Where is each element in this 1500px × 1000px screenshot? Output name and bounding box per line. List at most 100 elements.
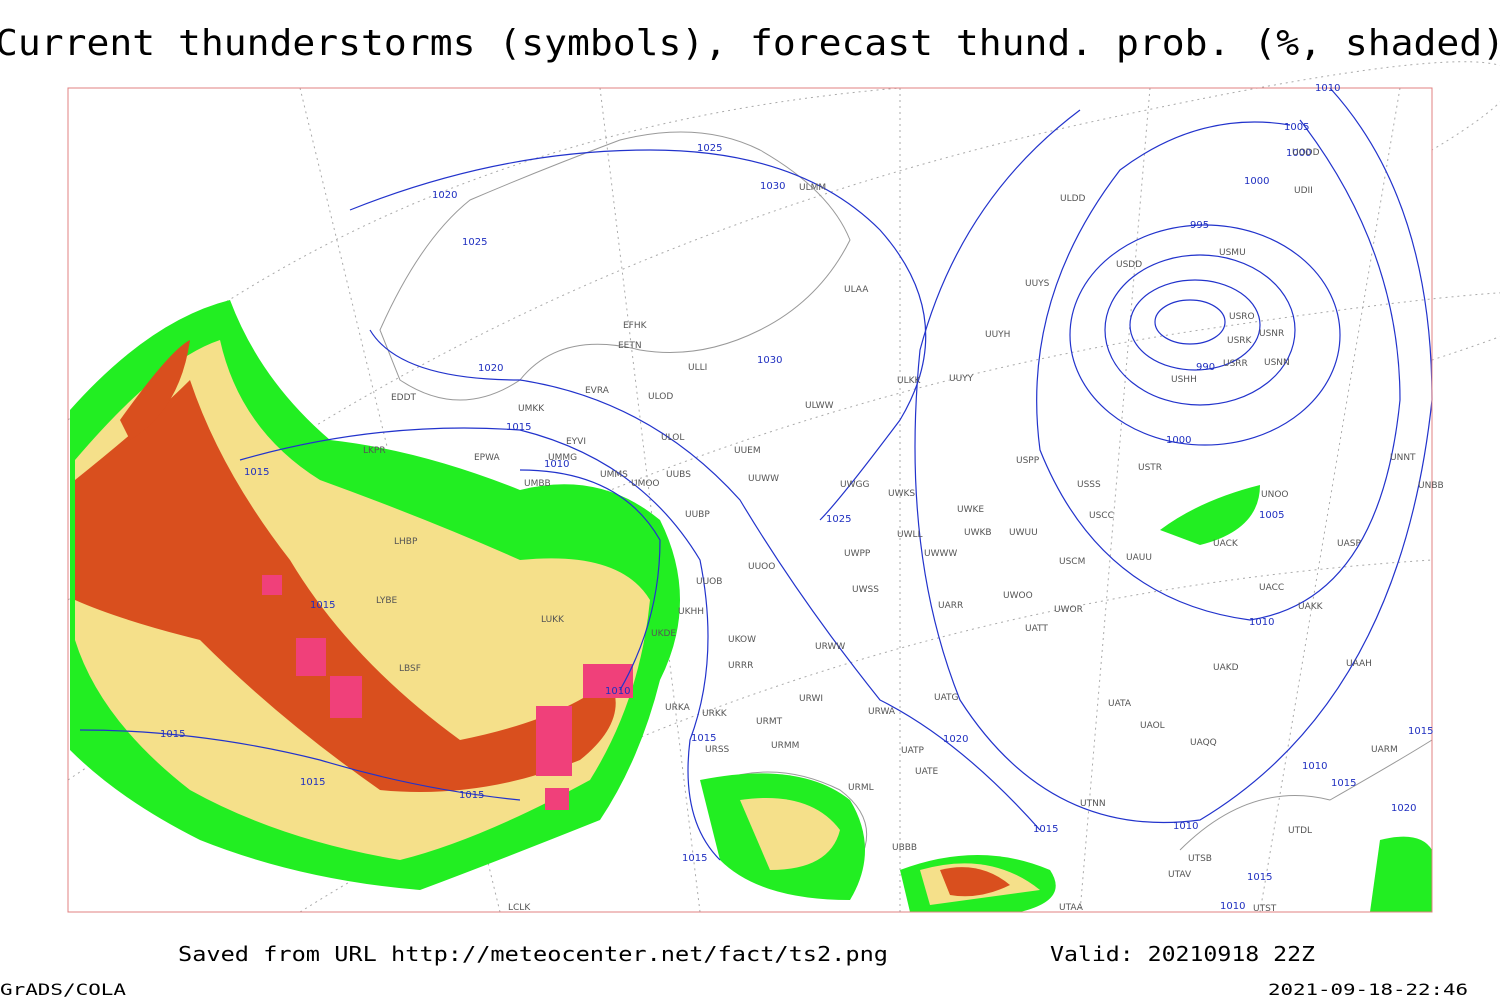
station-code: UMBB — [524, 479, 551, 489]
isobar-label: 995 — [1190, 220, 1209, 231]
station-code: UWKS — [888, 489, 915, 499]
valid-time: Valid: 20210918 22Z — [1050, 942, 1315, 966]
isobar-label: 1010 — [1249, 617, 1274, 628]
isobar-label: 1010 — [605, 686, 630, 697]
station-code: UTST — [1253, 904, 1277, 914]
station-code: UAKD — [1213, 663, 1239, 673]
isobar-label: 1030 — [757, 355, 782, 366]
isobar-label: 1015 — [1331, 778, 1356, 789]
station-code: ULLI — [688, 363, 707, 373]
station-code: UUYS — [1025, 279, 1050, 289]
isobar-label: 1010 — [1173, 821, 1198, 832]
station-code: UATT — [1025, 624, 1048, 634]
isobar-label: 1010 — [1315, 83, 1340, 94]
station-code: UAOL — [1140, 721, 1165, 731]
station-code: UWOR — [1054, 605, 1083, 615]
isobar-label: 1015 — [160, 729, 185, 740]
station-code: USTR — [1138, 463, 1162, 473]
station-code: UODD — [1292, 148, 1320, 158]
station-code: URKA — [665, 703, 691, 713]
station-code: EVRA — [585, 386, 610, 396]
software: GrADS/COLA — [0, 980, 126, 999]
station-code: UACK — [1213, 539, 1239, 549]
station-code: UKDE — [651, 629, 676, 639]
isobar-label: 1015 — [300, 777, 325, 788]
station-code: URMM — [771, 741, 799, 751]
isobar-label: 1020 — [432, 190, 457, 201]
isobar-label: 1015 — [1033, 824, 1058, 835]
isobar-label: 990 — [1196, 362, 1215, 373]
isobar-label: 1020 — [943, 734, 968, 745]
station-code: ULDD — [1060, 194, 1086, 204]
station-code: UAKK — [1298, 602, 1324, 612]
station-code: USRO — [1229, 312, 1255, 322]
station-code: LKPR — [363, 446, 386, 456]
isobar-label: 1015 — [691, 733, 716, 744]
isobar-label: 1030 — [760, 181, 785, 192]
isobar-label: 1005 — [1259, 510, 1284, 521]
isobar-label: 1000 — [1244, 176, 1269, 187]
station-code: UUYY — [949, 374, 974, 384]
station-code: UMMS — [600, 470, 628, 480]
station-code: LCLK — [508, 903, 531, 913]
title: Current thunderstorms (symbols), forecas… — [0, 23, 1500, 64]
station-code: UDII — [1294, 186, 1313, 196]
station-code: UWLL — [897, 530, 923, 540]
station-code: ULOL — [661, 433, 684, 443]
station-code: UWKE — [957, 505, 984, 515]
isobars — [79, 87, 1433, 861]
station-code: UUYH — [985, 330, 1010, 340]
isobar-label: 1000 — [1166, 435, 1191, 446]
station-code: LUKK — [541, 615, 565, 625]
station-code: UWOO — [1003, 591, 1033, 601]
station-code: UKOW — [728, 635, 756, 645]
station-code: UUWW — [748, 474, 779, 484]
station-code: UNNT — [1390, 453, 1416, 463]
isobar-label: 1025 — [462, 237, 487, 248]
station-code: UBBB — [892, 843, 917, 853]
station-code: UTNN — [1080, 799, 1106, 809]
station-code: UKHH — [678, 607, 704, 617]
coastlines — [379, 131, 1433, 861]
station-code: ULWW — [805, 401, 834, 411]
station-code: URKK — [702, 709, 728, 719]
isobar-label: 1015 — [1247, 872, 1272, 883]
station-code: USRR — [1223, 359, 1248, 369]
source-url: Saved from URL http://meteocenter.net/fa… — [178, 942, 888, 966]
station-code: LBSF — [399, 664, 421, 674]
station-code: UWPP — [844, 549, 871, 559]
station-code: UNBB — [1418, 481, 1444, 491]
isobar-label: 1015 — [1408, 726, 1433, 737]
station-code: UAAH — [1346, 659, 1372, 669]
station-code: USDD — [1116, 260, 1142, 270]
isobar-label: 1015 — [310, 600, 335, 611]
isobar-label: 1000 — [1286, 148, 1311, 159]
station-code: UATA — [1108, 699, 1132, 709]
station-code: UNOO — [1261, 490, 1289, 500]
station-code: UASP — [1337, 539, 1361, 549]
isobar-label: 1015 — [506, 422, 531, 433]
isobar-label: 1010 — [544, 459, 569, 470]
station-code: EFHK — [623, 321, 648, 331]
station-code: URRR — [728, 661, 753, 671]
station-code: LYBE — [376, 596, 397, 606]
station-code: URML — [848, 783, 874, 793]
station-code: UTSB — [1188, 854, 1212, 864]
station-code: UWWW — [924, 549, 957, 559]
map-labels: 1025 1030 1020 1025 1030 1020 1015 1010 1015 1015… — [160, 83, 1444, 914]
station-code: UWSS — [852, 585, 879, 595]
station-code: ULKK — [897, 376, 922, 386]
map-panel — [67, 61, 1500, 913]
isobar-label: 1015 — [244, 467, 269, 478]
probability-high — [75, 340, 1010, 897]
station-code: UUOB — [696, 577, 722, 587]
station-code: UTAA — [1059, 903, 1084, 913]
station-code: URWI — [799, 694, 823, 704]
station-code: UTAV — [1168, 870, 1192, 880]
station-code: USMU — [1219, 248, 1246, 258]
station-code: UATP — [901, 746, 925, 756]
isobar-label: 1010 — [1220, 901, 1245, 912]
station-code: EPWA — [474, 453, 501, 463]
isobar-label: 1005 — [1284, 122, 1309, 133]
